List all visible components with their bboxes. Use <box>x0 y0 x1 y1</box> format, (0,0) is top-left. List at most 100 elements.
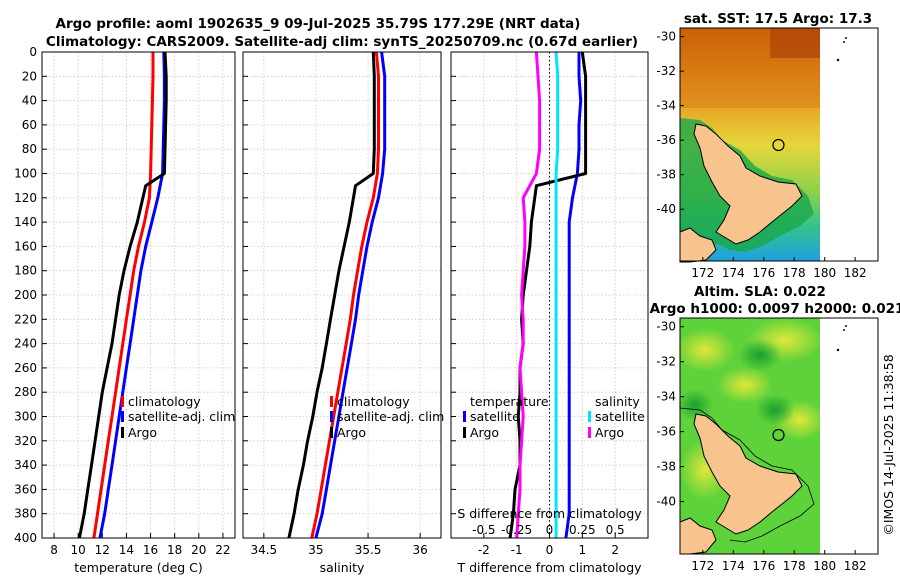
map-y-tick-label: -40 <box>656 495 676 509</box>
sla-north-island <box>693 413 803 535</box>
y-tick-label: 40 <box>22 94 37 108</box>
x-tick-label: 2 <box>611 543 619 557</box>
x-tick-label: 10 <box>71 543 86 557</box>
legend-swatch-climatology <box>121 396 124 407</box>
map-y-tick-label: -38 <box>656 460 676 474</box>
sla-kermadec-3 <box>836 348 840 352</box>
legend-swatch-argo <box>121 427 124 438</box>
sla-kermadec-1 <box>845 325 847 327</box>
series-line-salinity-satellite <box>554 51 560 538</box>
top-tick-label: 0.5 <box>606 523 625 537</box>
x-axis-label: temperature (deg C) <box>74 560 203 575</box>
sla-nodata <box>820 318 878 554</box>
y-tick-label: 120 <box>14 191 37 205</box>
x-tick-label: 1 <box>579 543 587 557</box>
x-tick-label: 20 <box>191 543 206 557</box>
legend-label-climatology: climatology <box>128 394 201 409</box>
y-tick-label: 80 <box>22 142 37 156</box>
sla-map-title: Altim. SLA: 0.022 <box>694 284 826 300</box>
x-tick-label: 34.5 <box>250 543 277 557</box>
map-y-tick-label: -34 <box>656 99 676 113</box>
y-tick-label: 340 <box>14 458 37 472</box>
y-tick-label: 360 <box>14 482 37 496</box>
salinity-legend: climatology satellite-adj. clim Argo <box>330 394 444 440</box>
sla-isobath <box>679 407 815 543</box>
legend-swatch-climatology <box>330 396 333 407</box>
y-tick-label: 240 <box>14 337 37 351</box>
sst-south-island <box>679 227 717 263</box>
legend-label-temp-satellite: satellite <box>470 409 520 424</box>
top-tick-label: 0.25 <box>569 523 596 537</box>
x-tick-label: 8 <box>50 543 58 557</box>
sla-kermadec-2 <box>843 329 845 331</box>
y-tick-label: 0 <box>29 45 37 59</box>
sst-argo-location <box>772 138 785 152</box>
legend-label-argo: Argo <box>337 425 366 440</box>
sst-hot-patch <box>770 28 820 58</box>
sla-map-subtitle: Argo h1000: 0.0097 h2000: 0.021 <box>650 301 900 317</box>
y-tick-label: 260 <box>14 361 37 375</box>
sla-map-frame <box>679 317 879 555</box>
sla-high-3 <box>717 367 773 403</box>
sst-map-title: sat. SST: 17.5 Argo: 17.3 <box>684 11 872 27</box>
sla-low-3 <box>677 389 713 421</box>
x-tick-label: 35.5 <box>355 543 382 557</box>
sla-low-2 <box>755 394 795 426</box>
x-tick-label: 0 <box>546 543 554 557</box>
x-axis-label: salinity <box>320 560 365 575</box>
x-tick-label: 36 <box>413 543 428 557</box>
temperature-panel: 8 10 12 14 16 18 20 220204060801001201401601802… <box>14 45 236 575</box>
sst-kermadec-1 <box>845 37 847 39</box>
legend-swatch-argo <box>330 427 333 438</box>
legend-swatch-temp-argo <box>463 427 466 438</box>
y-tick-label: 60 <box>22 118 37 132</box>
map-x-tick-label: 172 <box>691 266 714 280</box>
map-x-tick-label: 180 <box>813 559 836 573</box>
legend-label-climatology: climatology <box>337 394 410 409</box>
map-x-tick-label: 178 <box>783 266 806 280</box>
y-tick-label: 180 <box>14 264 37 278</box>
sst-nodata <box>820 28 878 261</box>
legend-label-sal-satellite: satellite <box>595 409 645 424</box>
y-tick-label: 160 <box>14 239 37 253</box>
y-tick-label: 100 <box>14 167 37 181</box>
x-tick-label: -1 <box>511 543 523 557</box>
x-tick-label: 16 <box>143 543 158 557</box>
map-y-tick-label: -34 <box>656 390 676 404</box>
map-y-tick-label: -36 <box>656 425 676 439</box>
sst-north-island <box>693 123 803 245</box>
salinity-panel: 34.5 35 35.5 36 salinity <box>242 51 442 575</box>
y-tick-label: 220 <box>14 312 37 326</box>
map-x-tick-label: 178 <box>783 559 806 573</box>
x-tick-label: 18 <box>167 543 182 557</box>
sla-map-axes: 172 174 176 178 180 182 -30 -32 -34 -36 -38 -40 <box>656 320 866 573</box>
map-x-tick-label: 172 <box>691 559 714 573</box>
sla-low-1 <box>738 339 782 371</box>
series-line-climatology <box>92 52 155 539</box>
x-axis-label: T difference from climatology <box>456 560 642 575</box>
legend-label-sal-argo: Argo <box>595 425 624 440</box>
temperature-legend: climatology satellite-adj. clim Argo <box>121 394 235 440</box>
series-line-satellite-adj-clim <box>98 51 166 539</box>
legend-swatch-temp-satellite <box>463 411 466 422</box>
sst-map <box>679 27 879 263</box>
sst-map-axes: 172 174 176 178 180 182 -30 -32 -34 -36 -38 -40 <box>656 30 866 280</box>
series-line-climatology <box>310 51 380 539</box>
legend-swatch-sal-satellite <box>588 411 591 422</box>
y-tick-label: 140 <box>14 215 37 229</box>
map-y-tick-label: -32 <box>656 355 676 369</box>
legend-swatch-satellite <box>121 411 124 422</box>
series-line-argo <box>287 51 376 539</box>
map-x-tick-label: 174 <box>722 266 745 280</box>
legend-label-satellite: satellite-adj. clim <box>337 409 444 424</box>
x-tick-label: 22 <box>215 543 230 557</box>
legend-label-temp-argo: Argo <box>470 425 499 440</box>
sla-map <box>675 317 879 555</box>
title-line1: Argo profile: aoml 1902635_9 09-Jul-2025… <box>56 16 581 32</box>
top-tick-label: -0.5 <box>472 523 495 537</box>
sst-kermadec-3 <box>836 58 840 62</box>
x-tick-label: 12 <box>95 543 110 557</box>
top-axis-label: S difference from climatology <box>457 506 642 521</box>
sla-high-1 <box>675 328 735 372</box>
y-tick-label: 200 <box>14 288 37 302</box>
